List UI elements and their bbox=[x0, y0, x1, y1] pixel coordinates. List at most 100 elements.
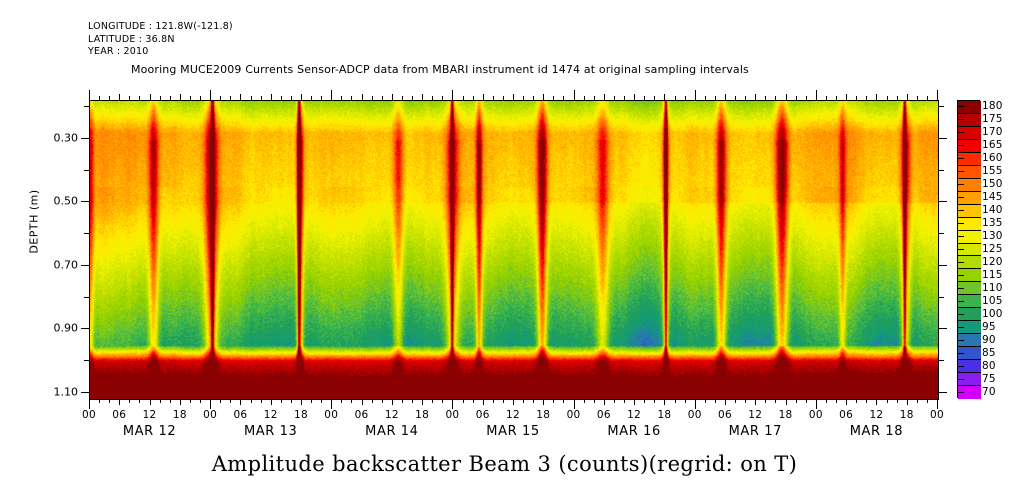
axis-tick bbox=[926, 96, 928, 100]
axis-tick bbox=[200, 399, 202, 403]
colorbar-band bbox=[958, 347, 981, 361]
axis-tick bbox=[89, 399, 90, 409]
axis-tick bbox=[401, 96, 403, 100]
axis-tick bbox=[301, 399, 302, 405]
axis-tick bbox=[341, 399, 343, 403]
colorbar-band bbox=[958, 178, 981, 192]
axis-tick bbox=[856, 399, 858, 403]
colorbar-tick-label: 155 bbox=[982, 165, 1003, 178]
axis-tick bbox=[280, 96, 282, 100]
colorbar-tick bbox=[957, 339, 964, 341]
x-axis-hour-label: 18 bbox=[536, 409, 551, 421]
axis-tick bbox=[311, 96, 313, 100]
colorbar-tick-label: 125 bbox=[982, 243, 1003, 255]
axis-tick bbox=[634, 399, 636, 405]
axis-tick bbox=[422, 94, 424, 100]
x-axis-hour-label: 06 bbox=[718, 409, 732, 421]
top-axis-ticks bbox=[89, 90, 939, 100]
colorbar-tick bbox=[957, 145, 964, 147]
axis-tick bbox=[371, 96, 373, 100]
axis-tick bbox=[290, 96, 292, 100]
y-axis-label: 0.50 bbox=[53, 194, 79, 208]
colorbar-tick-label: 85 bbox=[982, 346, 996, 359]
colorbar-band bbox=[958, 295, 981, 309]
axis-tick bbox=[795, 96, 797, 100]
x-axis-hour-label: 12 bbox=[506, 409, 520, 421]
colorbar-tick bbox=[957, 171, 964, 173]
axis-tick bbox=[189, 399, 191, 403]
colorbar-tick-label: 175 bbox=[982, 113, 1003, 126]
axis-tick bbox=[81, 328, 89, 330]
colorbar-gradient bbox=[957, 100, 981, 399]
x-axis-day-labels: MAR 12 MAR 13 MAR 14 MAR 15 MAR 16 MAR 17 MAR … bbox=[89, 424, 939, 442]
axis-tick bbox=[916, 399, 918, 403]
colorbar-band bbox=[958, 373, 981, 387]
axis-tick bbox=[341, 96, 343, 100]
colorbar-tick bbox=[957, 119, 964, 121]
axis-tick bbox=[230, 96, 232, 100]
colorbar-band bbox=[958, 269, 981, 283]
axis-tick bbox=[200, 96, 202, 100]
colorbar-tick bbox=[957, 158, 964, 160]
axis-tick bbox=[876, 94, 878, 100]
axis-tick bbox=[401, 399, 403, 403]
axis-tick bbox=[472, 96, 474, 100]
axis-tick bbox=[725, 94, 726, 100]
colorbar-tick bbox=[957, 197, 964, 199]
x-axis-day-label: MAR 14 bbox=[365, 424, 419, 439]
colorbar-tick-label: 130 bbox=[982, 230, 1003, 243]
axis-tick bbox=[593, 399, 595, 403]
axis-tick bbox=[714, 96, 716, 100]
axis-tick bbox=[886, 96, 888, 100]
colorbar-tick bbox=[957, 106, 964, 108]
axis-tick bbox=[159, 399, 161, 403]
colorbar-tick bbox=[957, 223, 964, 225]
header-metadata: LONGITUDE : 121.8W(-121.8) LATITUDE : 36… bbox=[88, 21, 233, 59]
axis-tick bbox=[381, 96, 383, 100]
y-axis-label: 0.90 bbox=[53, 321, 79, 335]
axis-tick bbox=[795, 399, 797, 403]
axis-tick bbox=[331, 90, 333, 100]
axis-tick bbox=[442, 399, 444, 403]
longitude-text: LONGITUDE : 121.8W(-121.8) bbox=[88, 21, 233, 32]
axis-tick bbox=[613, 96, 615, 100]
axis-tick bbox=[664, 94, 666, 100]
axis-tick bbox=[573, 90, 575, 100]
colorbar-tick bbox=[957, 365, 964, 367]
axis-tick bbox=[492, 96, 494, 100]
colorbar-tick-label: 95 bbox=[982, 320, 996, 333]
colorbar[interactable] bbox=[957, 100, 981, 399]
colorbar-tick-label: 170 bbox=[982, 126, 1003, 139]
axis-tick bbox=[939, 359, 944, 361]
y-axis-labels: 0.30 0.50 0.70 0.90 1.10 bbox=[0, 100, 79, 399]
axis-tick bbox=[785, 94, 787, 100]
axis-tick bbox=[745, 399, 747, 403]
axis-tick bbox=[280, 399, 282, 403]
x-axis-hour-label: 12 bbox=[142, 409, 157, 421]
x-axis-hour-label: 18 bbox=[778, 409, 793, 421]
colorbar-tick-label: 110 bbox=[982, 281, 1003, 294]
x-axis-day-label: MAR 16 bbox=[607, 424, 661, 439]
axis-tick bbox=[169, 399, 171, 403]
axis-tick bbox=[896, 96, 898, 100]
axis-tick bbox=[84, 359, 89, 361]
axis-tick bbox=[926, 399, 928, 403]
axis-tick bbox=[321, 399, 323, 403]
colorbar-tick bbox=[957, 391, 964, 393]
axis-tick bbox=[553, 96, 555, 100]
colorbar-labels: 180 175 170 165 160 155 150 145 140 135 130 125 120 1… bbox=[981, 100, 1009, 398]
x-axis-hour-label: 18 bbox=[899, 409, 914, 421]
axis-tick bbox=[179, 94, 181, 100]
x-axis-hour-label: 00 bbox=[808, 409, 823, 421]
axis-tick bbox=[81, 138, 89, 140]
axis-tick bbox=[361, 399, 363, 405]
heatmap-plot-area[interactable] bbox=[89, 100, 939, 400]
colorbar-band bbox=[958, 204, 981, 218]
colorbar-band bbox=[958, 101, 981, 114]
axis-tick bbox=[825, 399, 827, 403]
axis-tick bbox=[442, 96, 444, 100]
colorbar-tick bbox=[957, 378, 964, 380]
axis-tick bbox=[684, 399, 686, 403]
axis-tick bbox=[513, 399, 514, 405]
axis-tick bbox=[735, 399, 737, 403]
